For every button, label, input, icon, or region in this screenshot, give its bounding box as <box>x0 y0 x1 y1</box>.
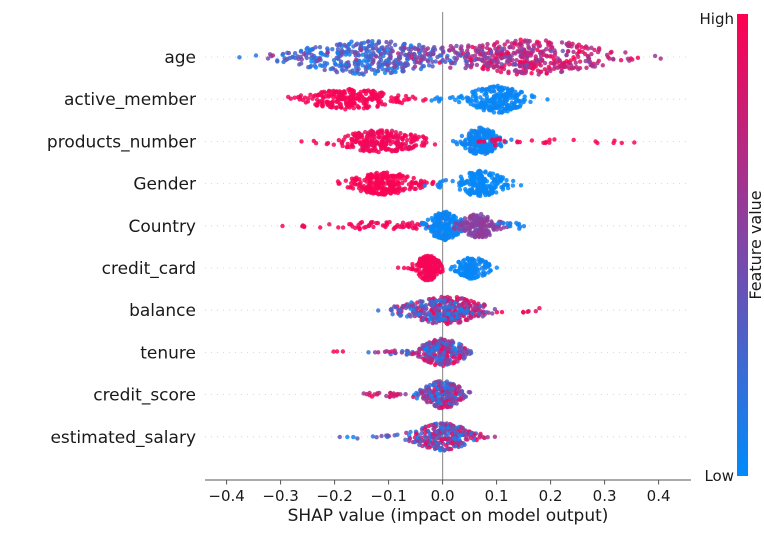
x-axis-ticks: −0.4 −0.3 −0.2 −0.1 0.0 0.1 0.2 0.3 0.4 <box>208 480 671 505</box>
x-axis-title: SHAP value (impact on model output) <box>288 506 609 526</box>
x-tick-label: −0.1 <box>370 487 406 505</box>
feature-labels: age active_member products_number Gender Cou… <box>47 48 196 448</box>
beeswarm-row-credit_card <box>395 253 499 283</box>
beeswarm-row-Gender <box>335 168 524 199</box>
feature-label-tenure: tenure <box>140 343 196 363</box>
x-tick-label: 0.1 <box>485 487 509 505</box>
beeswarm-row-credit_score <box>361 379 473 411</box>
beeswarm-points <box>237 37 663 453</box>
feature-label-Gender: Gender <box>133 175 196 195</box>
colorbar-gradient <box>737 14 748 476</box>
x-tick-label: 0.0 <box>431 487 455 505</box>
x-tick-label: 0.4 <box>647 487 671 505</box>
beeswarm-row-estimated_salary <box>337 421 498 453</box>
feature-label-balance: balance <box>129 301 196 321</box>
feature-label-active_member: active_member <box>64 90 196 110</box>
x-tick-label: −0.4 <box>208 487 244 505</box>
feature-label-Country: Country <box>128 217 196 237</box>
colorbar-high-label: High <box>700 10 734 28</box>
feature-label-products_number: products_number <box>47 132 196 152</box>
beeswarm-row-age <box>237 37 663 77</box>
beeswarm-row-active_member <box>286 83 550 115</box>
x-tick-label: −0.2 <box>316 487 352 505</box>
x-tick-label: 0.2 <box>539 487 563 505</box>
beeswarm-row-balance <box>376 294 542 327</box>
colorbar-low-label: Low <box>704 467 734 485</box>
feature-label-estimated_salary: estimated_salary <box>50 428 196 448</box>
beeswarm-row-products_number <box>299 125 637 157</box>
colorbar-title: Feature value <box>746 190 764 299</box>
x-tick-label: −0.3 <box>262 487 298 505</box>
feature-label-credit_score: credit_score <box>93 386 196 406</box>
feature-label-credit_card: credit_card <box>102 259 196 279</box>
x-tick-label: 0.3 <box>593 487 617 505</box>
beeswarm-row-tenure <box>331 336 474 368</box>
beeswarm-row-Country <box>280 209 527 243</box>
feature-label-age: age <box>164 48 196 68</box>
